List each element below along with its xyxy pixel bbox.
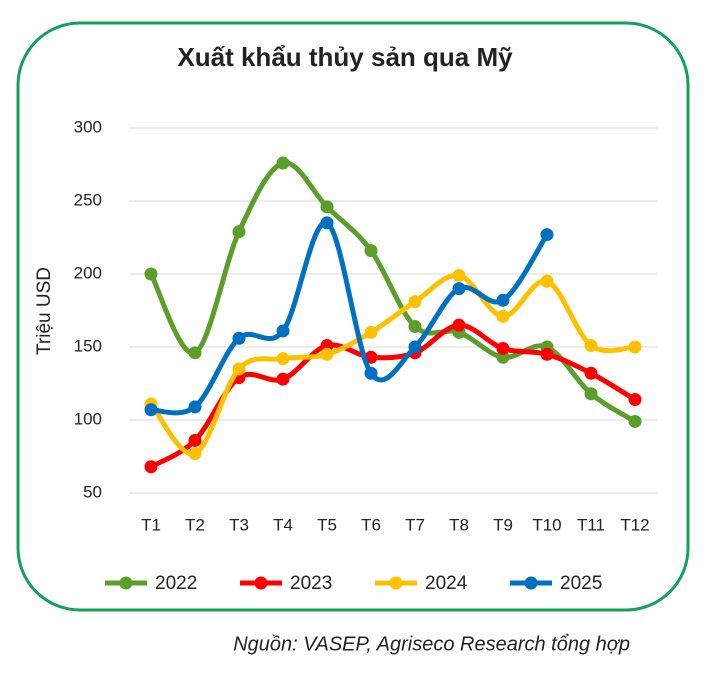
series-marker [144,403,158,417]
series-marker [628,340,642,354]
y-tick-label: 200 [74,263,102,282]
legend-label: 2023 [290,573,332,594]
series-marker [584,366,598,380]
series-marker [540,347,554,361]
y-tick-label: 250 [74,190,102,209]
series-marker [540,274,554,288]
series-marker [496,309,510,323]
series-line [148,160,638,424]
frame [16,21,690,612]
series-marker [276,324,290,338]
x-tick-label: T5 [317,515,337,534]
legend-marker [119,576,133,590]
x-tick-label: T2 [185,515,205,534]
x-tick-label: T10 [532,515,561,534]
x-tick-label: T3 [229,515,249,534]
series-marker [628,414,642,428]
series-marker [408,320,422,334]
series-marker [276,156,290,170]
series-marker [452,282,466,296]
series-marker [408,295,422,309]
series-marker [144,267,158,281]
series-marker [232,225,246,239]
series-marker [628,393,642,407]
series-marker [276,372,290,386]
y-tick-label: 150 [74,336,102,355]
series-marker [320,216,334,230]
series-marker [232,331,246,345]
series-marker [188,400,202,414]
series-marker [188,447,202,461]
series-line [148,220,550,416]
series-marker [188,346,202,360]
legend-label: 2025 [560,573,602,594]
source: Nguồn: VASEP, Agriseco Research tổng hợp [233,633,630,655]
x-tick-label: T9 [493,515,513,534]
y-tick-label: 50 [83,482,102,501]
series-marker [496,341,510,355]
x-tick-label: T7 [405,515,425,534]
series-marker [408,340,422,354]
y-axis-label: Triệu USD [34,267,55,355]
series-marker [144,460,158,474]
series-marker [452,318,466,332]
legend-marker [254,576,268,590]
series-marker [320,200,334,214]
series-marker [364,325,378,339]
series-marker [232,362,246,376]
x-tick-label: T8 [449,515,469,534]
x-tick-label: T11 [577,515,605,534]
series-marker [364,244,378,258]
series-marker [188,433,202,447]
series-marker [276,352,290,366]
x-tick-label: T4 [273,515,293,534]
series-line [148,272,638,457]
y-tick-label: 100 [74,409,102,428]
legend-marker [524,576,538,590]
x-tick-label: T6 [361,515,381,534]
legend-label: 2024 [425,573,468,594]
x-tick-label: T1 [141,515,161,534]
chart-title: Xuất khẩu thủy sản qua Mỹ [177,42,513,72]
series-marker [452,268,466,282]
series-marker [584,339,598,353]
y-tick-label: 300 [74,117,102,136]
legend-marker [389,576,403,590]
x-tick-label: T12 [620,515,649,534]
series-marker [540,228,554,242]
series-marker [584,387,598,401]
series-marker [496,293,510,307]
legend-label: 2022 [155,573,197,594]
series-marker [364,366,378,380]
series-marker [320,347,334,361]
